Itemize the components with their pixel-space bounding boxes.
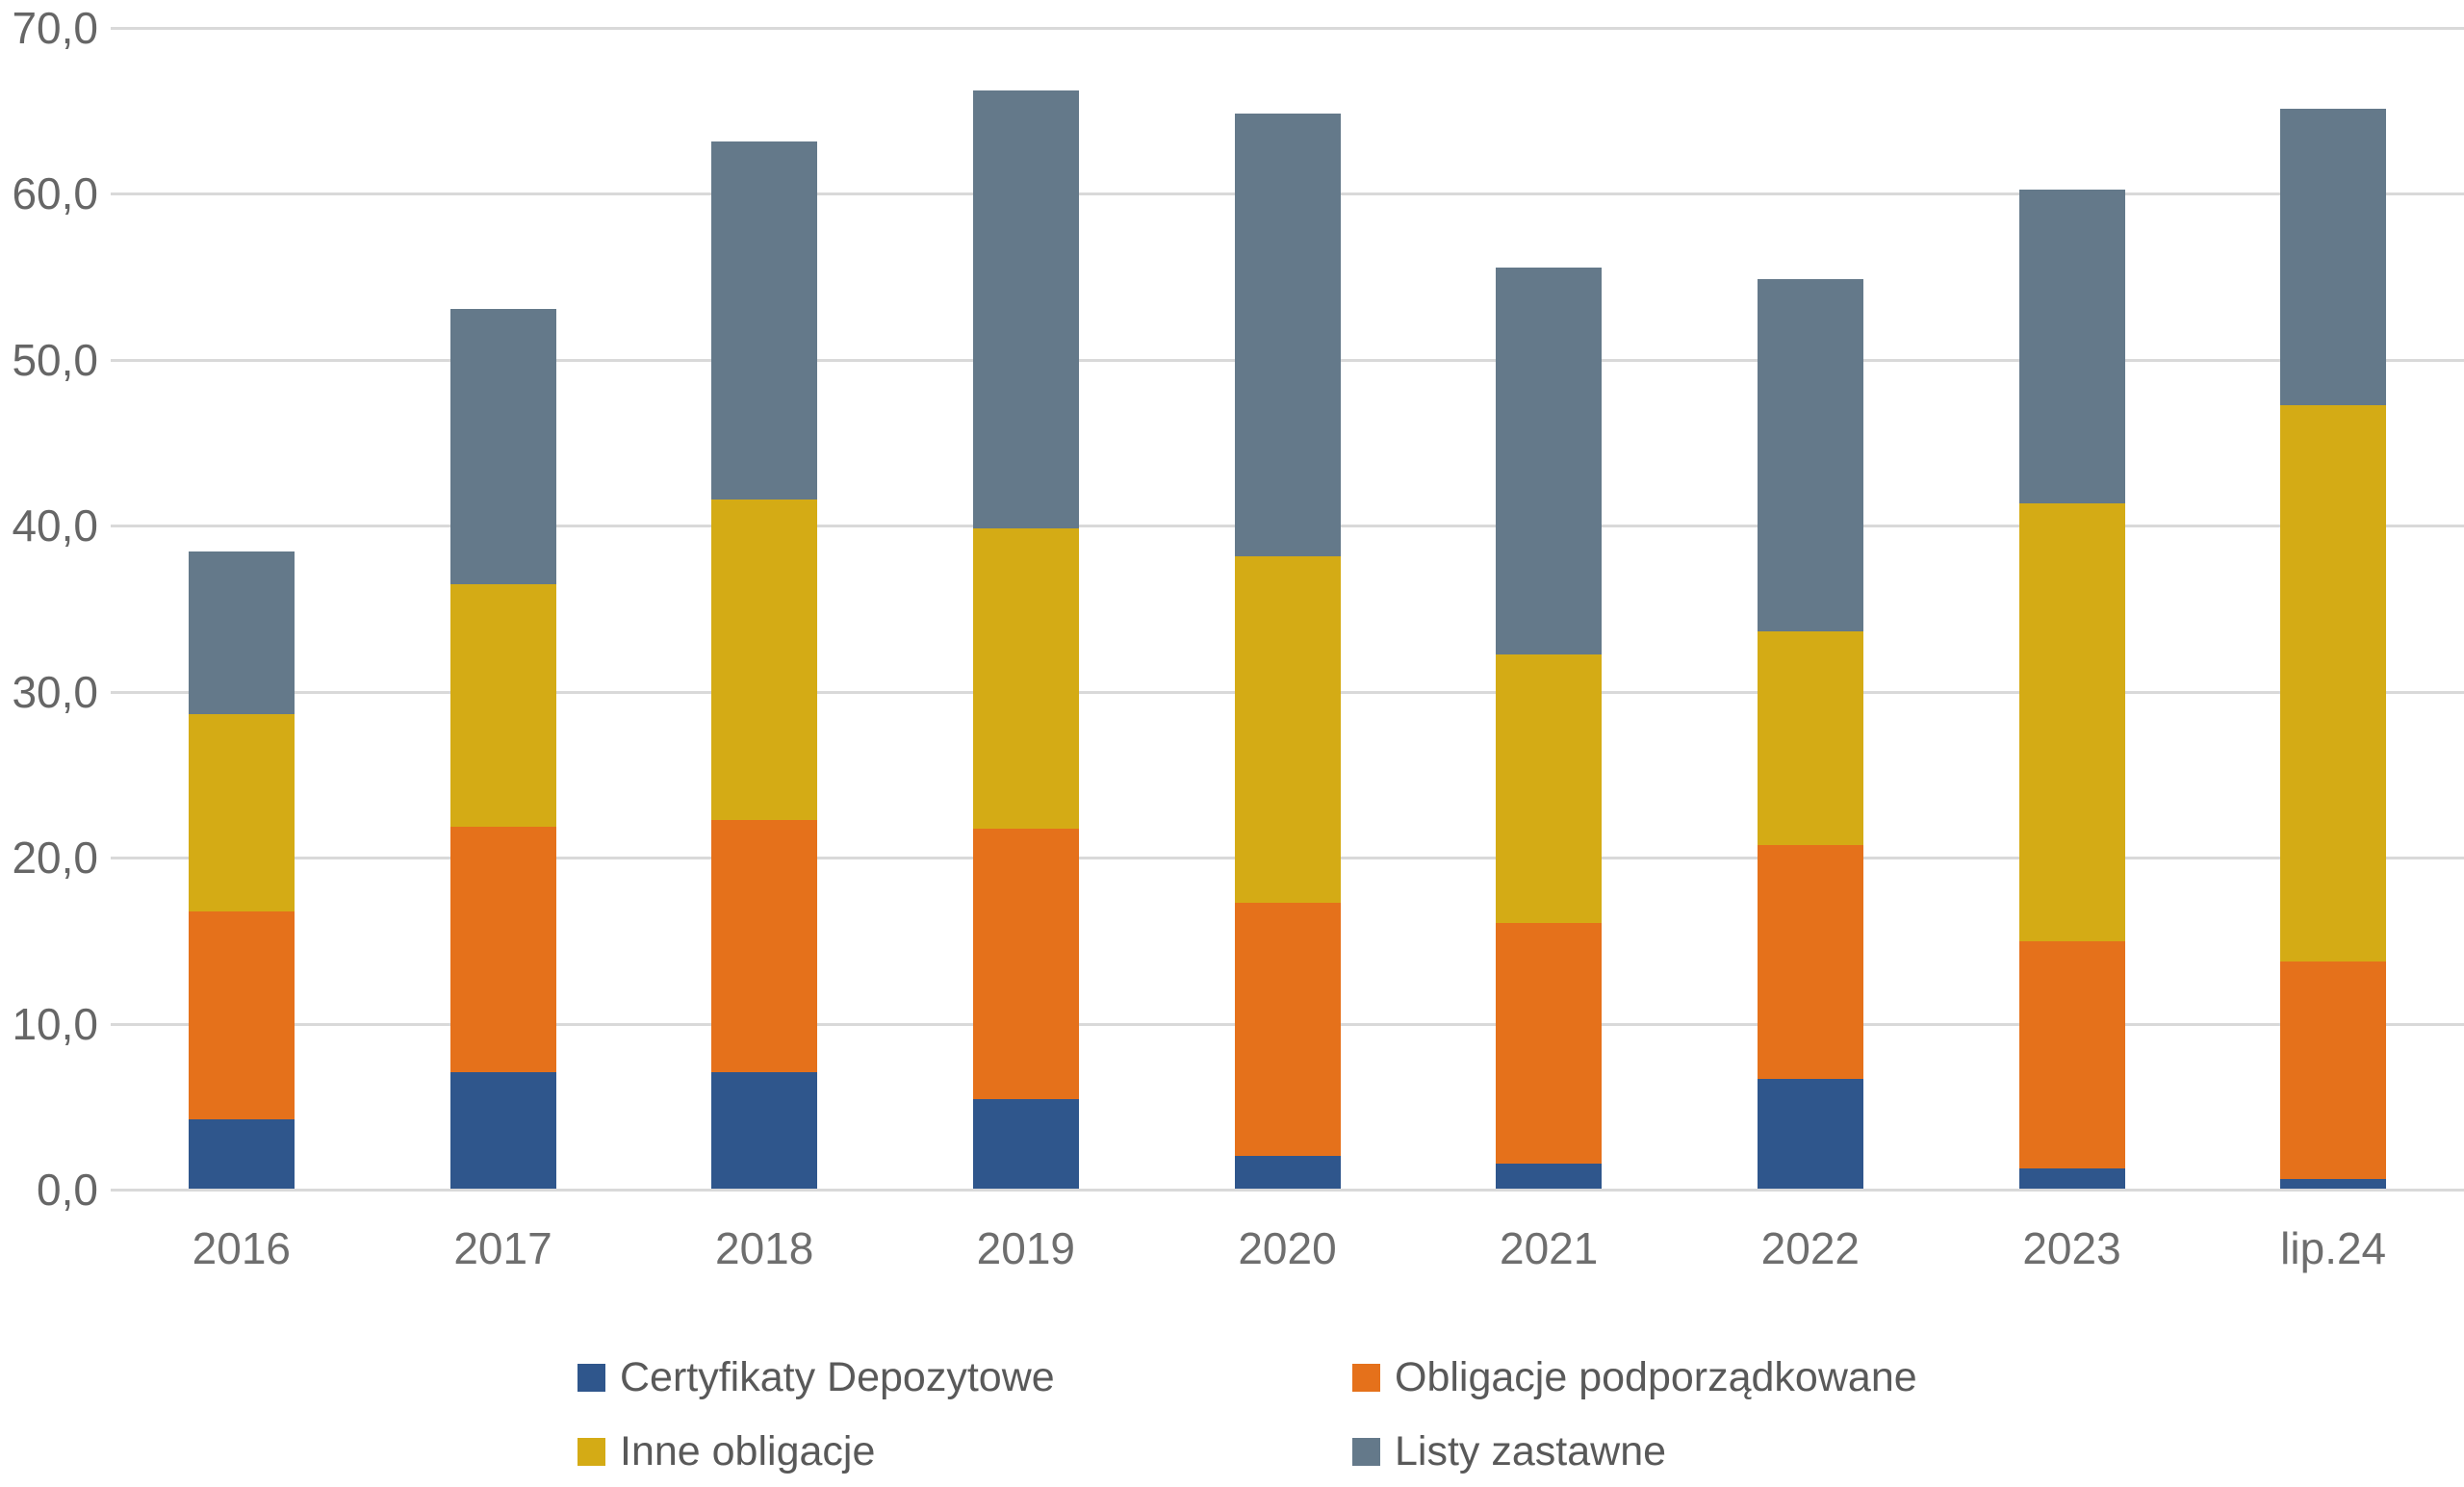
bar-segment [1757, 845, 1863, 1080]
x-tick-label: 2020 [1238, 1223, 1337, 1273]
bar-segment [972, 90, 1079, 528]
y-tick-label: 70,0 [12, 3, 98, 53]
gridline-70 [111, 27, 2464, 30]
bar-segment [2280, 961, 2387, 1179]
x-tick-label: 2018 [714, 1223, 814, 1273]
y-tick-label: 0,0 [37, 1165, 98, 1215]
bar-segment [1757, 279, 1863, 631]
legend-item: Inne obligacje [578, 1431, 875, 1473]
bar-segment [1496, 268, 1603, 654]
bar-segment [1234, 1155, 1341, 1190]
legend-label: Certyfikaty Depozytowe [620, 1354, 1055, 1400]
bar-column-2016 [188, 551, 295, 1190]
legend-label: Obligacje podporządkowane [1395, 1354, 1917, 1400]
x-tick-label: 2019 [976, 1223, 1075, 1273]
bar-segment [1496, 1164, 1603, 1190]
legend-swatch [578, 1438, 605, 1466]
bar-segment [1234, 556, 1341, 904]
x-tick-label: 2023 [2022, 1223, 2121, 1273]
legend-label: Inne obligacje [620, 1428, 876, 1474]
y-tick-label: 20,0 [12, 833, 98, 884]
bar-segment [449, 827, 556, 1073]
bar-segment [972, 828, 1079, 1099]
legend-swatch [1352, 1438, 1380, 1466]
bar-column-2018 [711, 141, 818, 1190]
bar-segment [449, 1072, 556, 1190]
bar-column-lip.24 [2280, 108, 2387, 1190]
bar-segment [972, 1098, 1079, 1190]
bar-segment [188, 911, 295, 1119]
bar-segment [1234, 113, 1341, 557]
bar-segment [2280, 405, 2387, 961]
bar-segment [1496, 923, 1603, 1165]
legend-item: Certyfikaty Depozytowe [578, 1357, 1055, 1398]
bar-segment [711, 820, 818, 1073]
bar-segment [188, 551, 295, 714]
bar-segment [711, 500, 818, 821]
x-tick-label: 2017 [453, 1223, 552, 1273]
x-tick-label: 2016 [192, 1223, 291, 1273]
bar-segment [449, 309, 556, 585]
y-tick-label: 10,0 [12, 998, 98, 1049]
y-tick-label: 30,0 [12, 666, 98, 717]
y-tick-label: 40,0 [12, 500, 98, 551]
bar-segment [2018, 941, 2125, 1169]
bar-segment [2280, 108, 2387, 406]
legend-item: Obligacje podporządkowane [1352, 1357, 1917, 1398]
x-tick-label: lip.24 [2280, 1223, 2387, 1273]
legend-item: Listy zastawne [1352, 1431, 1666, 1473]
bar-column-2021 [1496, 268, 1603, 1190]
bar-segment [2018, 190, 2125, 503]
bar-segment [711, 1072, 818, 1190]
bar-segment [972, 527, 1079, 829]
bar-segment [2018, 1168, 2125, 1190]
y-tick-label: 60,0 [12, 168, 98, 219]
bar-column-2020 [1234, 113, 1341, 1190]
bar-segment [1234, 903, 1341, 1156]
gridline-0 [111, 1189, 2464, 1192]
bar-segment [2018, 502, 2125, 942]
legend-swatch [1352, 1364, 1380, 1392]
bar-segment [711, 141, 818, 500]
bar-segment [188, 713, 295, 912]
bar-segment [449, 584, 556, 828]
bar-column-2017 [449, 309, 556, 1190]
bar-segment [1757, 630, 1863, 846]
bar-segment [1496, 654, 1603, 924]
legend-label: Listy zastawne [1395, 1428, 1667, 1474]
bar-column-2019 [972, 90, 1079, 1190]
legend-swatch [578, 1364, 605, 1392]
bar-column-2023 [2018, 190, 2125, 1190]
x-tick-label: 2022 [1760, 1223, 1860, 1273]
y-tick-label: 50,0 [12, 334, 98, 385]
bar-segment [2280, 1178, 2387, 1190]
bar-segment [1757, 1079, 1863, 1190]
x-tick-label: 2021 [1499, 1223, 1599, 1273]
bar-segment [188, 1118, 295, 1190]
bar-column-2022 [1757, 279, 1863, 1190]
